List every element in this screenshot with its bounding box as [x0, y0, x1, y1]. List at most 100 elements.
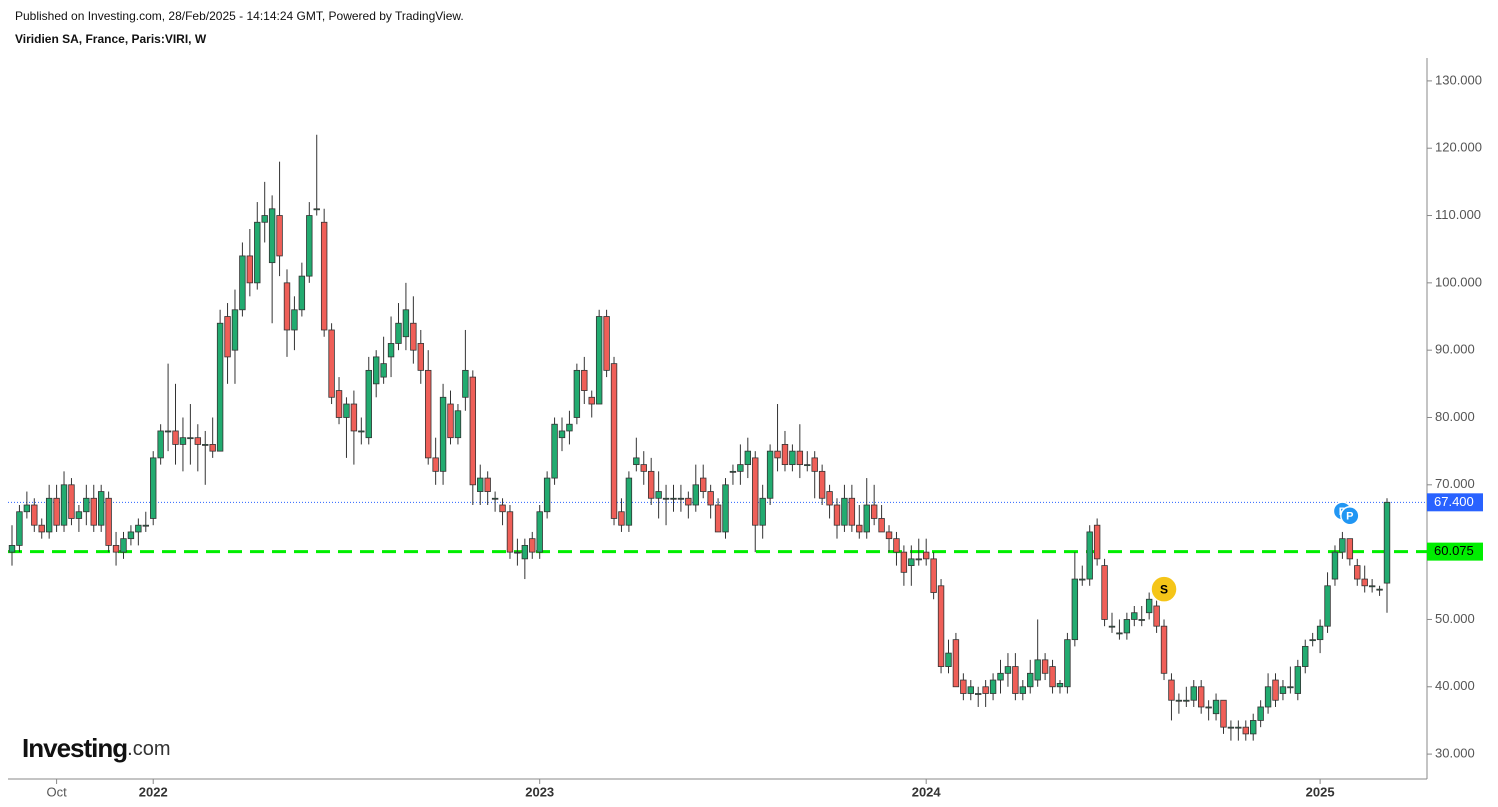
candle-body [1034, 659, 1041, 681]
candle-body [187, 437, 194, 440]
candle-body [989, 679, 997, 694]
candle-body [1376, 588, 1383, 591]
candle-body [1116, 632, 1123, 635]
candle-body [23, 504, 31, 513]
candle-body [313, 208, 320, 211]
y-tick-label: 110.000 [1435, 207, 1481, 222]
candle-body [231, 309, 239, 351]
candle-body [1168, 679, 1175, 701]
candle-body [1019, 686, 1027, 694]
candle-body [1093, 524, 1101, 560]
candle-body [365, 369, 372, 439]
candle-body [395, 322, 402, 344]
candle-body [97, 491, 105, 526]
candle-body [157, 430, 164, 459]
candle-body [298, 275, 306, 311]
candle-body [164, 430, 172, 433]
candle-body [1279, 686, 1287, 694]
candle-body [1227, 726, 1235, 729]
candle-body [744, 450, 752, 466]
candle-body [1331, 551, 1339, 580]
event-marker-label: P [1346, 511, 1353, 523]
candle-body [127, 531, 135, 540]
candle-body [1212, 699, 1220, 715]
candle-body [781, 444, 789, 466]
candle-body [150, 457, 157, 519]
candle-body [707, 491, 714, 506]
candle-body [1138, 619, 1145, 621]
candle-body [922, 551, 930, 560]
candle-body [640, 464, 647, 472]
event-marker [1150, 575, 1178, 603]
candle-body [1056, 683, 1064, 688]
candle-body [975, 693, 982, 695]
candle-body [491, 497, 499, 500]
candle-body [1004, 666, 1012, 674]
candle-body [306, 215, 313, 277]
candle-body [358, 430, 365, 433]
candle-body [677, 497, 685, 500]
candle-body [60, 484, 68, 526]
candle-body [826, 491, 833, 506]
candle-body [172, 430, 179, 445]
candle-body [945, 652, 952, 667]
candle-body [410, 322, 417, 351]
candle-body [1108, 625, 1116, 628]
candle-body [915, 558, 922, 561]
candle-body [937, 585, 945, 667]
candle-body [722, 484, 729, 533]
candle-body [774, 450, 781, 459]
candle-body [120, 538, 127, 553]
candle-body [900, 551, 908, 573]
candle-body [469, 376, 477, 486]
hline-label: 60.075 [1434, 543, 1474, 558]
candle-body [588, 396, 595, 405]
x-tick-label: 2023 [525, 784, 554, 799]
candle-body [737, 464, 744, 472]
candle-body [752, 457, 759, 526]
candle-body [551, 423, 558, 479]
candle-body [1012, 666, 1019, 694]
y-tick-label: 130.000 [1435, 72, 1482, 87]
y-tick-label: 70.000 [1435, 476, 1475, 491]
y-tick-label: 90.000 [1435, 342, 1475, 357]
candle-body [1101, 565, 1108, 620]
candle-body [261, 215, 268, 223]
candle-body [387, 343, 395, 358]
candle-body [848, 497, 856, 526]
candle-body [38, 524, 45, 533]
candle-body [766, 450, 774, 499]
y-tick-label: 100.000 [1435, 274, 1482, 289]
candle-body [908, 558, 915, 566]
candle-body [1079, 578, 1086, 581]
candle-body [595, 316, 603, 405]
candle-body [789, 450, 796, 466]
candle-body [692, 484, 699, 506]
candle-body [1064, 639, 1071, 688]
candle-body [521, 544, 529, 560]
y-tick-label: 80.000 [1435, 409, 1475, 424]
candle-body [1272, 679, 1279, 701]
candle-body [254, 221, 261, 284]
candle-body [75, 511, 83, 519]
event-marker [1340, 506, 1360, 526]
candle-body [506, 511, 514, 553]
logo-name: Investing [22, 733, 127, 763]
candle-body [982, 686, 989, 694]
candle-body [841, 497, 848, 526]
candle-body [1250, 720, 1257, 735]
candle-body [647, 470, 655, 499]
candle-body [625, 477, 633, 526]
candle-body [633, 457, 640, 466]
candle-body [573, 369, 581, 418]
candle-body [581, 369, 588, 391]
candle-body [930, 558, 937, 593]
candle-body [328, 329, 335, 398]
x-tick-label: 2024 [912, 784, 942, 799]
candle-body [350, 403, 358, 432]
candle-body [1316, 625, 1324, 641]
candle-body [1383, 501, 1391, 584]
candle-body [135, 524, 142, 533]
logo-suffix: .com [127, 738, 170, 760]
